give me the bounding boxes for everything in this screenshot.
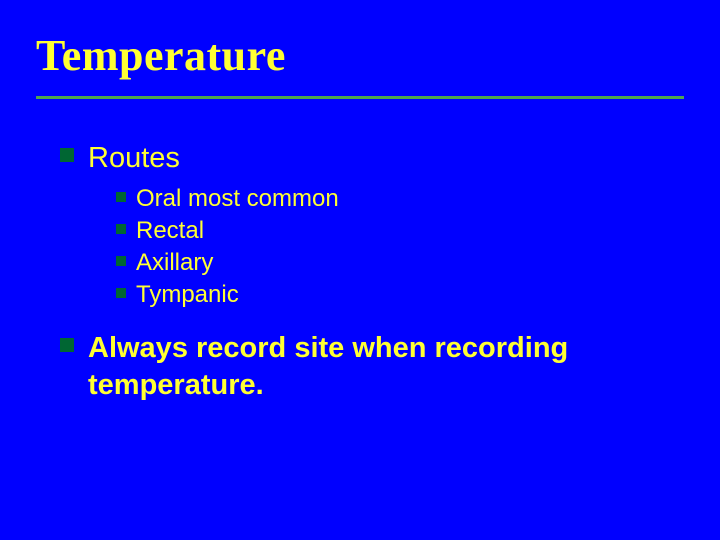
square-bullet-icon	[116, 224, 126, 234]
square-bullet-icon	[116, 288, 126, 298]
square-bullet-icon	[60, 148, 74, 162]
list-item-text: Routes	[88, 140, 180, 176]
sub-list-item: Axillary	[116, 248, 680, 278]
square-bullet-icon	[116, 192, 126, 202]
slide-title: Temperature	[36, 30, 286, 81]
square-bullet-icon	[60, 338, 74, 352]
slide: Temperature Routes Oral most commonRectal…	[0, 0, 720, 540]
sub-list: Oral most commonRectalAxillaryTympanic	[116, 184, 680, 310]
list-item: Routes	[60, 140, 680, 176]
sub-list-item: Oral most common	[116, 184, 680, 214]
slide-content: Routes Oral most commonRectalAxillaryTymp…	[60, 140, 680, 409]
sub-list-item: Rectal	[116, 216, 680, 246]
sub-list-item-text: Rectal	[136, 216, 204, 246]
sub-list-item-text: Axillary	[136, 248, 213, 278]
sub-list-item: Tympanic	[116, 280, 680, 310]
square-bullet-icon	[116, 256, 126, 266]
title-underline	[36, 96, 684, 99]
list-item: Always record site when recording temper…	[60, 330, 680, 403]
sub-list-item-text: Oral most common	[136, 184, 339, 214]
list-item-text: Always record site when recording temper…	[88, 330, 680, 403]
sub-list-item-text: Tympanic	[136, 280, 239, 310]
